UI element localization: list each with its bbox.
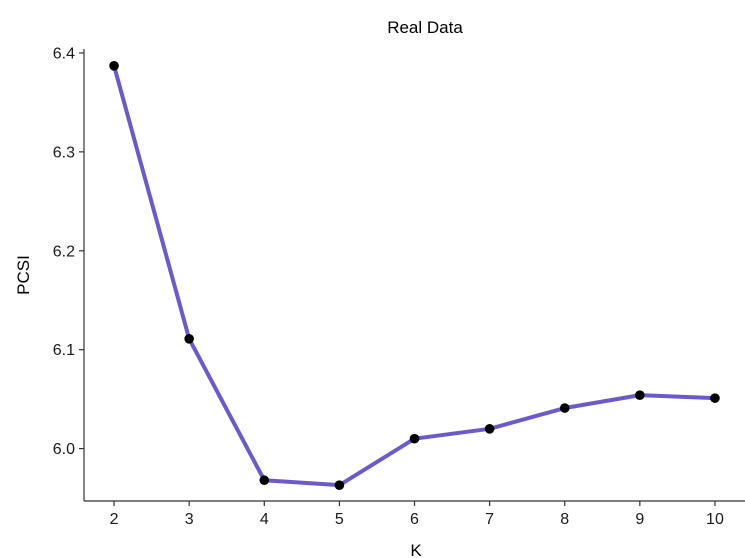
x-tick-label: 2	[110, 511, 119, 528]
x-tick-label: 4	[260, 511, 269, 528]
x-axis-title: K	[410, 541, 422, 558]
data-point	[409, 433, 420, 444]
x-tick-label: 3	[185, 511, 194, 528]
x-tick-label: 6	[410, 511, 419, 528]
series-group	[109, 61, 720, 490]
y-axis-title: PCSI	[14, 255, 33, 295]
data-point	[710, 393, 720, 403]
chart-title: Real Data	[387, 18, 463, 37]
data-point	[109, 61, 119, 71]
y-axis-ticks: 6.0 6.1 6.2 6.3 6.4	[53, 45, 84, 458]
series-line	[112, 63, 717, 488]
data-point	[484, 423, 495, 434]
y-tick-label: 6.0	[53, 441, 75, 458]
data-point	[334, 480, 345, 490]
data-point	[184, 333, 194, 344]
x-tick-label: 9	[635, 511, 644, 528]
x-tick-label: 10	[706, 511, 724, 528]
x-axis-ticks: 2 3 4 5 6 7 8 9 10	[110, 501, 724, 528]
y-tick-label: 6.4	[53, 45, 75, 62]
data-point	[559, 403, 570, 413]
data-point	[259, 475, 270, 486]
y-tick-label: 6.3	[53, 144, 75, 161]
y-tick-label: 6.2	[53, 243, 75, 260]
y-tick-label: 6.1	[53, 342, 75, 359]
x-tick-label: 5	[335, 511, 344, 528]
data-point	[635, 390, 645, 400]
x-tick-label: 8	[560, 511, 569, 528]
x-tick-label: 7	[485, 511, 494, 528]
